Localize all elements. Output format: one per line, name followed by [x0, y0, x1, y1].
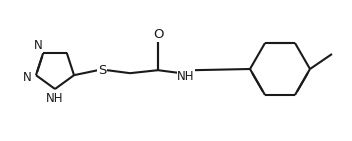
Text: N: N [33, 39, 42, 52]
Text: S: S [98, 64, 106, 77]
Text: N: N [23, 71, 32, 84]
Text: NH: NH [177, 70, 195, 83]
Text: NH: NH [46, 92, 64, 104]
Text: O: O [153, 28, 163, 41]
